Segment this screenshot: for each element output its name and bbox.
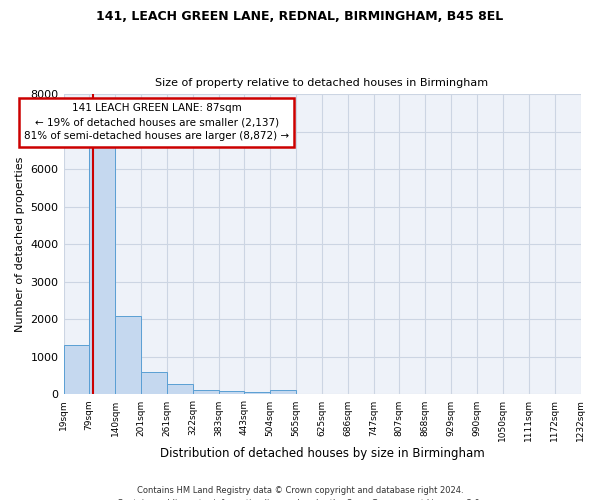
Bar: [270, 390, 296, 394]
Text: Contains HM Land Registry data © Crown copyright and database right 2024.: Contains HM Land Registry data © Crown c…: [137, 486, 463, 495]
X-axis label: Distribution of detached houses by size in Birmingham: Distribution of detached houses by size …: [160, 447, 484, 460]
Bar: [89, 147, 115, 394]
Text: 141, LEACH GREEN LANE, REDNAL, BIRMINGHAM, B45 8EL: 141, LEACH GREEN LANE, REDNAL, BIRMINGHA…: [97, 10, 503, 23]
Bar: [141, 372, 167, 394]
Bar: [218, 391, 244, 394]
Bar: [193, 390, 218, 394]
Title: Size of property relative to detached houses in Birmingham: Size of property relative to detached ho…: [155, 78, 488, 88]
Y-axis label: Number of detached properties: Number of detached properties: [15, 156, 25, 332]
Bar: [167, 384, 193, 394]
Bar: [115, 316, 141, 394]
Bar: [64, 346, 89, 395]
Text: 141 LEACH GREEN LANE: 87sqm
← 19% of detached houses are smaller (2,137)
81% of : 141 LEACH GREEN LANE: 87sqm ← 19% of det…: [24, 104, 289, 142]
Bar: [244, 392, 270, 394]
Text: Contains public sector information licensed under the Open Government Licence v3: Contains public sector information licen…: [118, 498, 482, 500]
